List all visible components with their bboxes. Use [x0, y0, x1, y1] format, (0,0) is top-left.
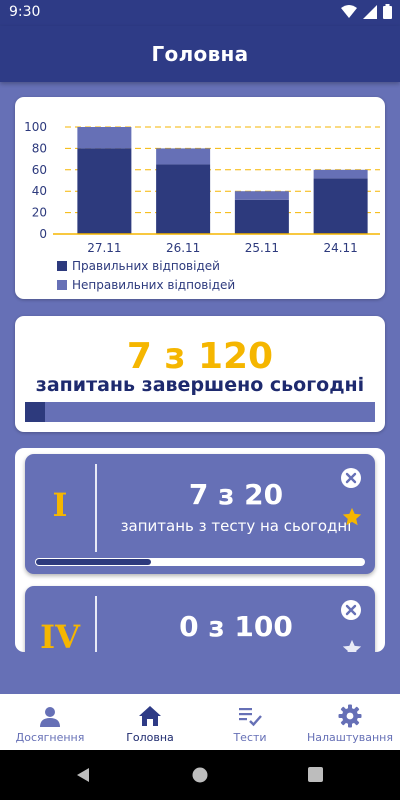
legend-swatch-correct	[57, 261, 67, 271]
bar-correct	[313, 178, 368, 234]
x-tick-label: 25.11	[245, 241, 279, 255]
y-tick-label: 40	[32, 184, 47, 198]
test-card-level-1[interactable]: I 7 з 20 запитань з тесту на сьогодні	[25, 454, 375, 574]
test-count: 7 з 20	[188, 478, 284, 511]
test-level: I	[52, 486, 68, 524]
status-time: 9:30	[9, 4, 41, 20]
home-circle-icon[interactable]	[192, 767, 208, 783]
y-tick-label: 100	[24, 120, 47, 134]
legend-incorrect: Неправильних відповідей	[57, 278, 235, 292]
test-card-level-4[interactable]: IV 0 з 100	[25, 586, 375, 652]
test-caption: запитань з тесту на сьогодні	[120, 517, 352, 535]
legend-swatch-incorrect	[57, 280, 67, 290]
today-count: 7 з 120	[126, 336, 274, 377]
close-icon[interactable]	[341, 468, 361, 488]
bar-incorrect	[313, 169, 368, 179]
answers-chart: 0 20 40 60 80 100 27.11 26.11 25.11 24.11	[24, 120, 380, 255]
signal-icon	[363, 4, 377, 19]
system-navigation-bar	[0, 750, 400, 800]
y-tick-label: 0	[39, 227, 47, 241]
x-tick-label: 27.11	[87, 241, 121, 255]
legend-correct: Правильних відповідей	[57, 259, 220, 273]
tests-list[interactable]: I 7 з 20 запитань з тесту на сьогодні IV…	[15, 448, 385, 652]
gear-icon	[338, 704, 362, 728]
nav-home[interactable]: Головна	[100, 694, 200, 750]
recents-icon[interactable]	[308, 767, 323, 782]
nav-label: Головна	[126, 731, 174, 744]
bar-incorrect	[77, 127, 132, 149]
nav-tests[interactable]: Тести	[200, 694, 300, 750]
bar-incorrect	[234, 191, 289, 200]
star-icon[interactable]	[341, 638, 363, 652]
bar-incorrect	[156, 148, 211, 165]
app-bar: Головна	[0, 26, 400, 82]
page-title: Головна	[151, 42, 249, 66]
test-progress-bar	[35, 558, 365, 566]
today-progress-card: 7 з 120 запитань завершено сьогодні	[15, 316, 385, 432]
nav-settings[interactable]: Налаштування	[300, 694, 400, 750]
nav-label: Тести	[233, 731, 267, 744]
test-divider	[95, 596, 97, 652]
checklist-icon	[239, 708, 262, 727]
back-icon[interactable]	[75, 767, 91, 783]
close-icon[interactable]	[341, 600, 361, 620]
legend-label-correct: Правильних відповідей	[72, 259, 220, 273]
x-tick-label: 24.11	[323, 241, 357, 255]
legend-label-incorrect: Неправильних відповідей	[72, 278, 236, 292]
status-icons	[341, 4, 392, 19]
stats-chart-card: 0 20 40 60 80 100 27.11 26.11 25.11 24.11 Правиль…	[15, 97, 385, 299]
nav-label: Налаштування	[307, 731, 393, 744]
status-bar: 9:30	[0, 0, 400, 26]
today-progress-bar	[25, 402, 375, 422]
battery-icon	[383, 4, 392, 19]
y-tick-label: 60	[32, 163, 47, 177]
bar-correct	[77, 148, 132, 234]
test-divider	[95, 464, 97, 552]
home-icon	[139, 706, 161, 726]
bar-correct	[156, 164, 211, 234]
today-progress-fill	[25, 402, 45, 422]
y-tick-label: 80	[32, 141, 47, 155]
person-icon	[40, 707, 60, 727]
wifi-icon	[341, 4, 357, 18]
star-icon[interactable]	[341, 506, 363, 528]
y-tick-label: 20	[32, 206, 47, 220]
nav-label: Досягнення	[15, 731, 85, 744]
x-tick-label: 26.11	[166, 241, 200, 255]
nav-achievements[interactable]: Досягнення	[0, 694, 100, 750]
test-count: 0 з 100	[179, 610, 293, 643]
bottom-navigation: Досягнення Головна Тести Налаштування	[0, 694, 400, 750]
test-progress-fill	[36, 559, 151, 565]
bar-correct	[234, 199, 289, 234]
today-caption: запитань завершено сьогодні	[35, 374, 365, 396]
test-level: IV	[40, 618, 80, 652]
